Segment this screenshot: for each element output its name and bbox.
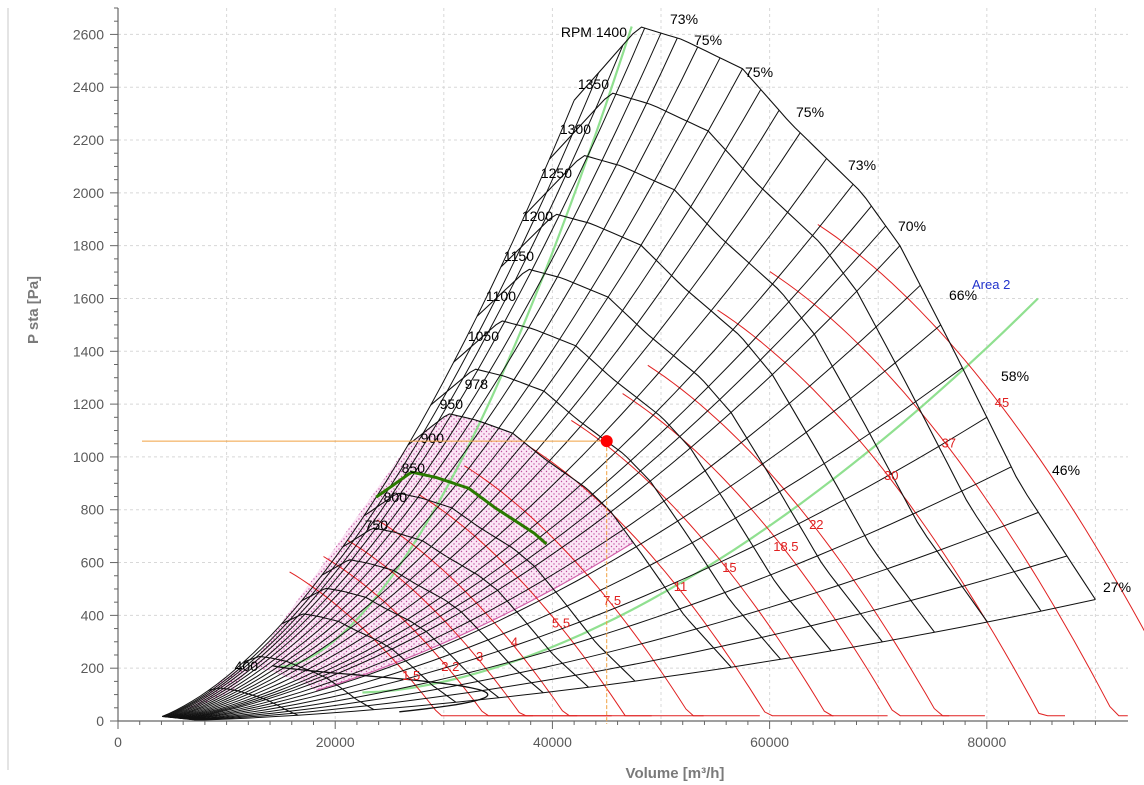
rpm-curve	[500, 213, 935, 633]
power-curve	[817, 224, 1144, 632]
selection-region	[186, 413, 634, 711]
y-tick-label: 2200	[73, 132, 104, 148]
x-tick-label: 60000	[750, 734, 789, 750]
operating-point	[600, 435, 613, 448]
power-label: 18.5	[773, 539, 798, 554]
y-tick-label: 1400	[73, 343, 104, 359]
rpm-curve	[524, 155, 988, 623]
power-curve	[347, 539, 612, 717]
rpm-curve	[407, 413, 732, 668]
rpm-curve	[363, 492, 636, 682]
y-tick-label: 2000	[73, 185, 104, 201]
rpm-label: 1300	[560, 121, 591, 137]
power-curve	[571, 419, 888, 717]
rpm-label: 1350	[578, 76, 609, 92]
power-curve	[464, 465, 760, 717]
y-tick-label: 2400	[73, 79, 104, 95]
rpm-label: 400	[235, 658, 259, 674]
rpm-curve	[243, 655, 375, 711]
power-label: 7.5	[603, 593, 621, 608]
y-tick-label: 1000	[73, 449, 104, 465]
power-curve	[769, 271, 1128, 717]
efficiency-label: 75%	[745, 64, 773, 80]
power-label: 45	[995, 395, 1009, 410]
rpm-label: 1100	[486, 288, 516, 304]
power-label: 37	[942, 436, 956, 451]
efficiency-label: 73%	[670, 11, 698, 27]
rpm-label: 1150	[504, 248, 534, 264]
rpm-curve	[281, 613, 457, 703]
efficiency-label: 46%	[1052, 462, 1080, 478]
system-curve-label: Area 2	[972, 277, 1010, 292]
rpm-curves	[162, 26, 1096, 721]
rpm-label: 1050	[468, 328, 499, 344]
operating-point-layer	[142, 435, 613, 724]
rpm-label: 1250	[541, 165, 572, 181]
power-curve	[717, 309, 1065, 717]
rpm-curve	[342, 527, 589, 688]
y-tick-label: 200	[81, 660, 105, 676]
rpm-label: 950	[440, 396, 464, 412]
power-label: 4	[511, 635, 518, 650]
rpm-curve	[476, 268, 883, 643]
power-curve	[647, 364, 985, 717]
rpm-label: 900	[421, 430, 445, 446]
efficiency-label: 70%	[898, 218, 926, 234]
efficiency-label: 75%	[796, 104, 824, 120]
efficiency-label: 66%	[949, 287, 977, 303]
power-curve	[418, 493, 704, 717]
y-tick-label: 800	[81, 502, 105, 518]
x-axis-title: Volume [m³/h]	[626, 765, 725, 782]
y-tick-label: 1200	[73, 396, 104, 412]
rpm-curve	[301, 587, 500, 699]
y-tick-label: 1600	[73, 290, 104, 306]
rpm-label: 978	[465, 376, 489, 392]
efficiency-label: 58%	[1001, 368, 1029, 384]
rpm-curve	[321, 559, 544, 694]
axes: 0200400600800100012001400160018002000220…	[7, 7, 1128, 782]
rpm-curve	[548, 92, 1042, 612]
y-tick-label: 1800	[73, 238, 104, 254]
y-axis-title: P sta [Pa]	[25, 276, 42, 344]
rpm-curve	[162, 715, 199, 721]
power-label: 3	[476, 649, 483, 664]
power-curves	[289, 224, 1144, 717]
x-tick-label: 80000	[967, 734, 1006, 750]
x-tick-label: 0	[114, 734, 122, 750]
rpm-curve	[453, 320, 832, 652]
region-edge	[316, 541, 634, 692]
rpm-label: 750	[365, 517, 389, 533]
grid	[117, 8, 1128, 722]
rpm-label: RPM 1400	[561, 24, 627, 40]
rpm-label: 800	[384, 489, 408, 505]
region-fill	[186, 413, 634, 711]
y-tick-label: 600	[81, 555, 105, 571]
power-label: 2.2	[441, 659, 459, 674]
selected-rpm-curve	[375, 470, 548, 546]
rpm-curve	[573, 26, 1096, 600]
power-label: 1.5	[402, 668, 420, 683]
rpm-curve	[208, 687, 299, 716]
efficiency-label: 27%	[1103, 579, 1131, 595]
power-label: 5.5	[552, 615, 570, 630]
efficiency-label: 73%	[848, 157, 876, 173]
power-label: 22	[809, 517, 823, 532]
x-tick-label: 20000	[316, 734, 355, 750]
rpm-label: 1200	[522, 208, 553, 224]
rpm-label: 850	[402, 460, 426, 476]
y-tick-label: 400	[81, 607, 105, 623]
power-label: 11	[674, 579, 688, 594]
efficiency-label: 75%	[694, 32, 722, 48]
lower-boundary	[272, 664, 489, 713]
power-label: 30	[884, 468, 898, 483]
labels: RPM 140013501300125012001150110010509789…	[235, 11, 1131, 683]
x-tick-label: 40000	[533, 734, 572, 750]
rpm-curve	[430, 368, 782, 660]
y-tick-label: 0	[96, 713, 104, 729]
power-curve	[376, 519, 652, 717]
power-label: 15	[722, 560, 736, 575]
y-tick-label: 2600	[73, 26, 104, 42]
power-curve	[622, 393, 950, 717]
